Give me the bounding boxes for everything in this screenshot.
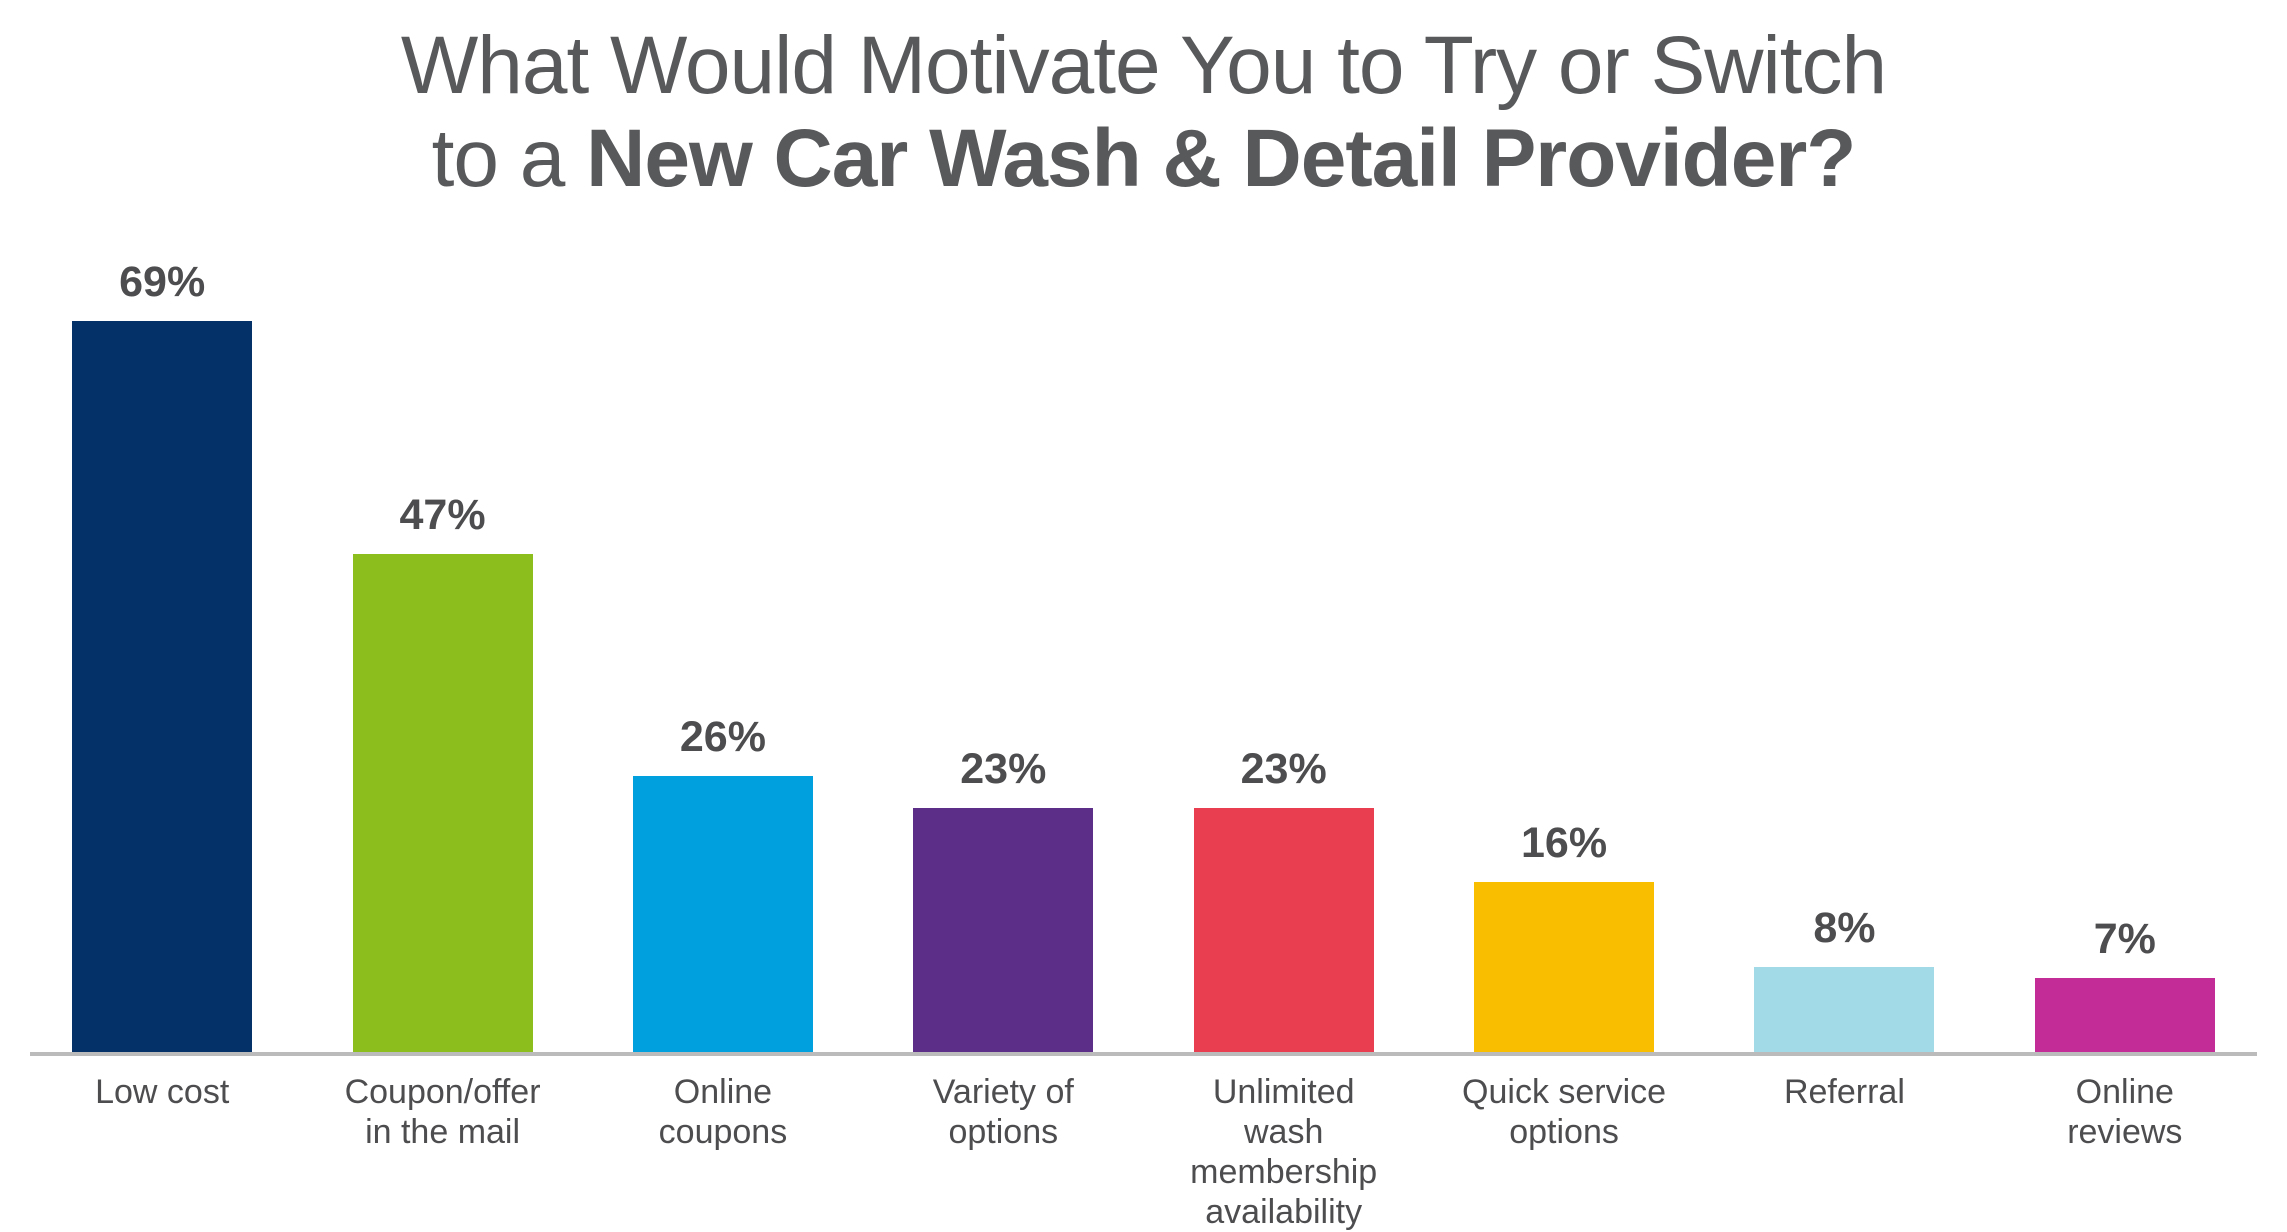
bar-column-variety-of-options: 23% xyxy=(863,745,1143,1052)
category-label-online-reviews: Online reviews xyxy=(2067,1073,2183,1152)
bar-column-unlimited-wash-membership-availability: 23% xyxy=(1144,745,1424,1052)
bar-column-online-reviews: 7% xyxy=(1985,915,2265,1052)
bar-referral xyxy=(1754,967,1935,1052)
bar-value-label-variety-of-options: 23% xyxy=(960,745,1047,793)
chart-title: What Would Motivate You to Try or Switch… xyxy=(0,0,2287,205)
category-axis-labels: Low cost Coupon/offer in the mail Online c… xyxy=(0,1056,2287,1232)
chart-title-line1: What Would Motivate You to Try or Switch xyxy=(400,20,1887,111)
bar-column-coupon-offer-in-the-mail: 47% xyxy=(302,491,582,1052)
category-label-referral: Referral xyxy=(1783,1073,1905,1111)
bar-quick-service-options xyxy=(1474,882,1655,1052)
category-label-low-cost: Low cost xyxy=(95,1073,230,1111)
category-label-unlimited-wash-membership-availability: Unlimited wash membership availability xyxy=(1190,1073,1378,1232)
bar-variety-of-options xyxy=(913,808,1094,1052)
bar-coupon-offer-in-the-mail xyxy=(352,554,533,1052)
bar-value-label-quick-service-options: 16% xyxy=(1521,819,1608,867)
x-axis-line xyxy=(30,1052,2257,1056)
bar-value-label-unlimited-wash-membership-availability: 23% xyxy=(1240,745,1327,793)
category-label-quick-service-options: Quick service options xyxy=(1462,1073,1667,1152)
bar-value-label-referral: 8% xyxy=(1813,904,1876,952)
bar-low-cost xyxy=(72,321,253,1052)
bar-value-label-low-cost: 69% xyxy=(119,258,206,306)
bar-column-low-cost: 69% xyxy=(22,258,302,1052)
bar-value-label-coupon-offer-in-the-mail: 47% xyxy=(399,491,486,539)
bar-value-label-online-coupons: 26% xyxy=(679,713,766,761)
category-label-online-coupons: Online coupons xyxy=(658,1073,788,1152)
category-label-variety-of-options: Variety of options xyxy=(932,1073,1074,1152)
bar-column-referral: 8% xyxy=(1704,904,1984,1052)
bar-unlimited-wash-membership-availability xyxy=(1193,808,1374,1052)
bar-value-label-online-reviews: 7% xyxy=(2093,915,2156,963)
chart-title-line2-bold: New Car Wash & Detail Provider? xyxy=(586,112,1856,204)
chart-title-line2: to a New Car Wash & Detail Provider? xyxy=(0,113,2287,206)
plot-area: 69% 47% 26% 23% 23% 16% 8% 7% xyxy=(0,205,2287,1052)
bar-online-coupons xyxy=(632,776,813,1052)
bar-column-online-coupons: 26% xyxy=(583,713,863,1052)
category-label-coupon-offer-in-the-mail: Coupon/offer in the mail xyxy=(344,1073,541,1152)
bar-column-quick-service-options: 16% xyxy=(1424,819,1704,1052)
chart-title-line2-regular: to a xyxy=(431,112,587,204)
bar-online-reviews xyxy=(2034,978,2215,1052)
